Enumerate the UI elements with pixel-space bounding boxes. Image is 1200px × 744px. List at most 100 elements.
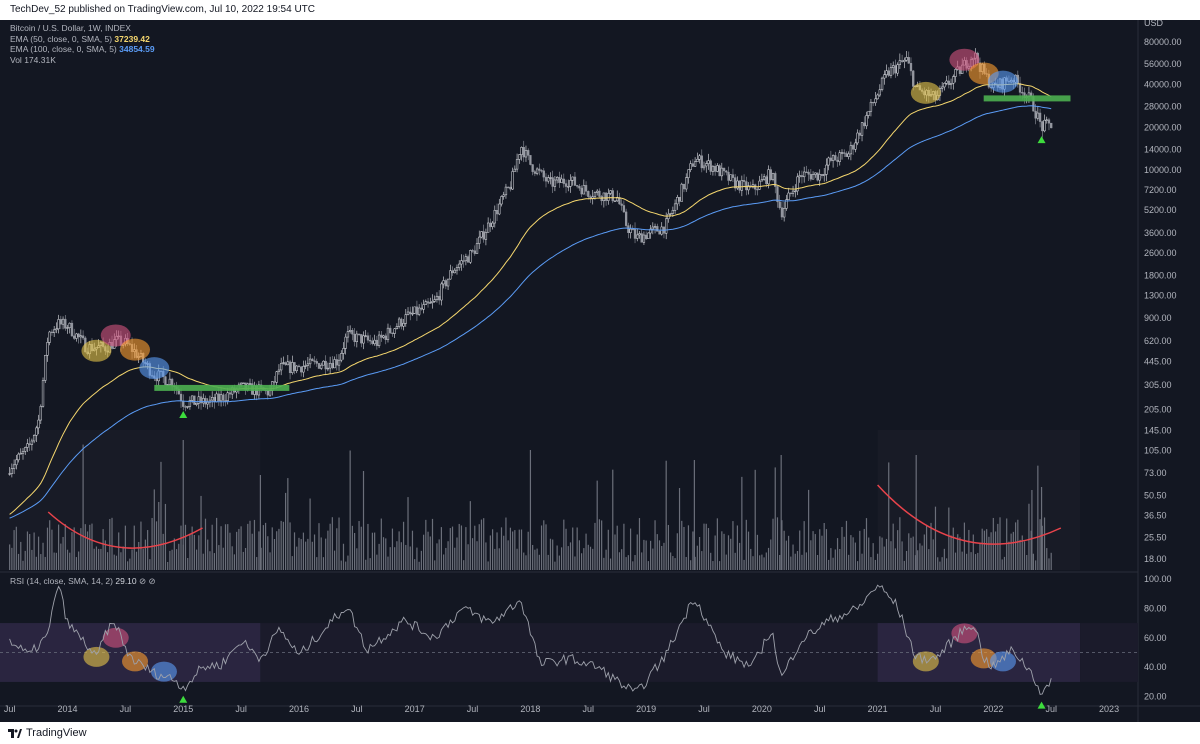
candle-body (449, 270, 452, 280)
candle-body (217, 393, 220, 402)
candle-body (511, 171, 514, 190)
candle-body (509, 186, 512, 190)
candle-body (353, 333, 356, 342)
candle-body (547, 177, 550, 182)
candle-body (451, 270, 454, 274)
candle-body (377, 334, 381, 346)
candle-body (53, 329, 56, 333)
candle-body (943, 83, 946, 88)
rsi-highlight-oval (122, 651, 149, 672)
candle-body (560, 178, 563, 183)
candle-body (458, 263, 461, 268)
candle-body (542, 170, 545, 178)
publish-bar: TechDev_52 published on TradingView.com,… (0, 0, 1200, 20)
candle-body (357, 333, 361, 336)
price-tick-label: 56000.00 (1144, 59, 1182, 69)
chart-background (0, 20, 1200, 722)
candle-body (820, 174, 824, 176)
candle-body (504, 186, 508, 196)
candle-body (600, 196, 603, 202)
candle-body (211, 397, 214, 401)
candle-body (284, 362, 287, 366)
candle-body (400, 318, 403, 327)
candle-body (57, 319, 60, 330)
candle-body (747, 185, 750, 191)
candle-body (413, 306, 416, 314)
candle-body (355, 333, 358, 342)
vol-label: Vol (10, 54, 22, 65)
candle-body (486, 222, 490, 233)
candle-body (37, 419, 40, 429)
candle-body (774, 173, 777, 187)
highlight-oval (120, 338, 151, 361)
candle-body (320, 364, 323, 369)
time-tick-label: 2023 (1099, 704, 1119, 714)
candle-body (591, 196, 594, 199)
candle-body (471, 250, 474, 252)
candle-body (618, 197, 621, 205)
candle-body (1038, 112, 1042, 122)
candle-body (32, 435, 36, 442)
candle-body (395, 326, 399, 329)
candle-body (277, 369, 281, 372)
candle-body (8, 473, 11, 475)
candle-body (845, 153, 848, 157)
rsi-highlight-oval (970, 648, 997, 669)
candle-body (268, 390, 272, 396)
time-tick-label: Jul (583, 704, 595, 714)
candle-body (736, 180, 739, 189)
candle-body (213, 397, 216, 403)
candle-body (767, 169, 770, 185)
candle-body (658, 231, 661, 235)
candle-body (711, 165, 715, 172)
candle-body (622, 205, 626, 213)
candle-body (707, 160, 710, 164)
candle-body (190, 395, 194, 401)
candle-body (1034, 110, 1037, 119)
candle-body (64, 318, 67, 329)
candle-body (571, 176, 574, 181)
time-tick-label: Jul (351, 704, 363, 714)
candle-body (738, 180, 741, 191)
candle-body (482, 231, 485, 240)
candle-body (371, 340, 374, 344)
candle-body (689, 163, 692, 170)
rsi-settings-icons[interactable]: ⊘ ⊘ (139, 576, 156, 586)
highlight-oval (81, 339, 112, 362)
tradingview-logo[interactable]: TradingView (8, 727, 87, 739)
candle-body (778, 201, 781, 208)
candle-body (182, 400, 185, 407)
candle-body (193, 395, 196, 405)
price-tick-label: 205.00 (1144, 404, 1172, 414)
candle-body (905, 57, 908, 61)
candle-body (17, 453, 20, 461)
candle-body (874, 98, 877, 104)
candle-body (275, 371, 278, 383)
candle-body (397, 318, 401, 327)
candle-body (335, 359, 338, 366)
candle-body (669, 213, 672, 215)
candle-body (676, 196, 679, 205)
candle-body (847, 153, 850, 157)
support-zone (983, 95, 1071, 102)
candle-body (28, 443, 31, 445)
time-tick-label: 2019 (636, 704, 656, 714)
candle-body (515, 159, 519, 170)
candle-body (375, 339, 379, 346)
price-chart[interactable]: USD 80000.00 56000.00 40000.00 28000.00 20000… (0, 20, 1200, 722)
ema100-label: EMA (100, close, 0, SMA, 5) (10, 44, 117, 54)
candle-body (854, 142, 857, 150)
candle-body (613, 200, 617, 202)
price-tick-label: 445.00 (1144, 357, 1172, 367)
candle-body (551, 177, 554, 187)
candle-body (912, 70, 915, 87)
candle-body (464, 256, 468, 262)
candle-body (947, 80, 950, 86)
candle-body (636, 234, 639, 239)
candle-body (1018, 83, 1022, 93)
candle-body (952, 76, 955, 84)
rsi-value: 29.10 (115, 576, 137, 586)
candle-body (883, 74, 886, 79)
highlight-oval (100, 324, 131, 347)
candle-body (629, 228, 632, 233)
